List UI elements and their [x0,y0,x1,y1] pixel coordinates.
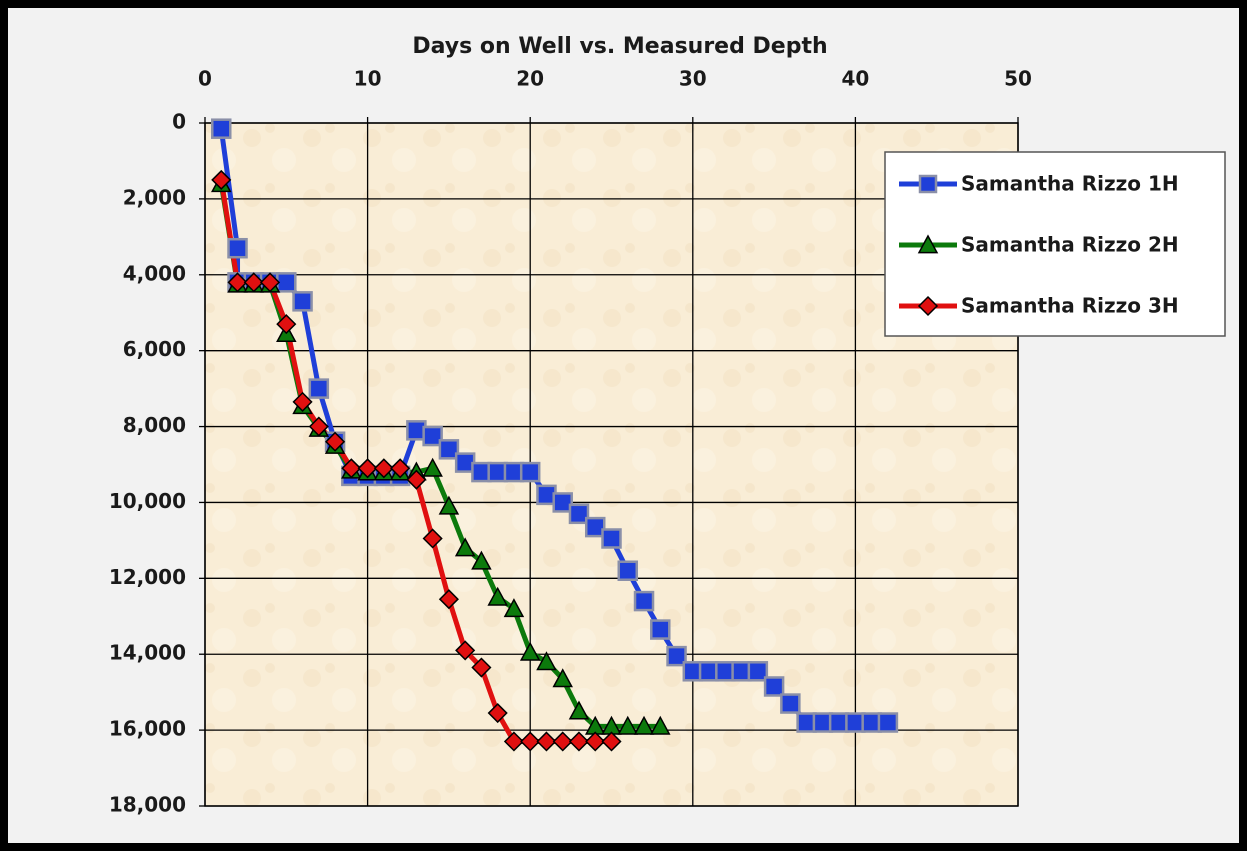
data-point [292,291,313,312]
data-point [406,469,427,490]
legend-marker [917,234,939,254]
data-point [650,619,671,640]
data-point [227,237,248,259]
data-point [390,458,411,479]
data-point [877,712,899,733]
data-point [211,118,232,139]
data-point [259,272,281,293]
data-point [520,731,541,752]
data-point [617,560,639,581]
data-point [666,645,687,667]
y-tick-label: 4,000 [123,261,186,285]
data-point [308,378,330,399]
y-tick-label: 12,000 [109,565,186,589]
x-tick-label: 50 [1004,67,1032,91]
data-point [536,731,557,752]
data-point [601,528,622,549]
data-point [211,169,232,190]
x-tick-label: 30 [679,67,707,91]
y-tick-label: 2,000 [123,185,186,209]
x-tick-label: 20 [516,67,544,91]
data-point [519,461,541,483]
plot-border [204,122,1019,807]
data-point [276,314,297,335]
x-tick-label: 40 [841,67,869,91]
data-point [487,702,508,724]
x-tick-label: 10 [354,67,382,91]
data-point [455,640,476,661]
chart-title: Days on Well vs. Measured Depth [412,34,827,59]
data-point [617,715,639,735]
plot-area [205,123,1018,806]
legend-label: Samantha Rizzo 2H [961,233,1179,257]
data-point [454,537,476,557]
data-point [487,586,508,606]
data-point [243,272,264,293]
data-point [422,528,443,549]
data-point [584,516,606,538]
data-point [503,598,525,618]
legend-label: Samantha Rizzo 3H [961,294,1179,318]
data-point [422,425,443,447]
data-point [568,731,590,752]
y-tick-label: 0 [172,110,186,134]
data-point [357,458,378,479]
data-point [471,550,492,570]
legend-label: Samantha Rizzo 1H [961,172,1179,196]
y-tick-label: 10,000 [109,489,186,513]
data-point [308,416,329,437]
data-point [552,731,573,752]
data-point [422,457,443,477]
data-point [601,731,622,752]
data-point [633,715,655,735]
data-point [568,503,590,525]
legend-marker [917,295,939,317]
data-point [438,495,460,515]
data-point [780,693,801,714]
data-point [341,458,362,479]
data-point [325,431,346,452]
data-point [373,458,394,479]
data-point [519,641,541,661]
data-point [552,668,573,688]
data-point [747,661,769,682]
data-point [292,391,313,412]
data-point [227,272,248,293]
x-tick-label: 0 [198,67,212,91]
data-point [650,715,671,735]
y-tick-label: 8,000 [123,413,186,437]
data-point [471,657,492,678]
legend-marker [918,174,938,194]
y-tick-label: 16,000 [109,717,186,741]
data-point [438,439,460,460]
data-point [438,589,459,610]
data-point [633,590,655,612]
y-tick-label: 6,000 [123,337,186,361]
data-point [568,700,590,720]
data-point [552,492,573,513]
data-point [763,676,785,697]
data-point [503,731,525,752]
data-point [536,651,557,671]
y-tick-label: 14,000 [109,641,186,665]
data-point [585,731,606,752]
y-tick-label: 18,000 [109,793,186,817]
